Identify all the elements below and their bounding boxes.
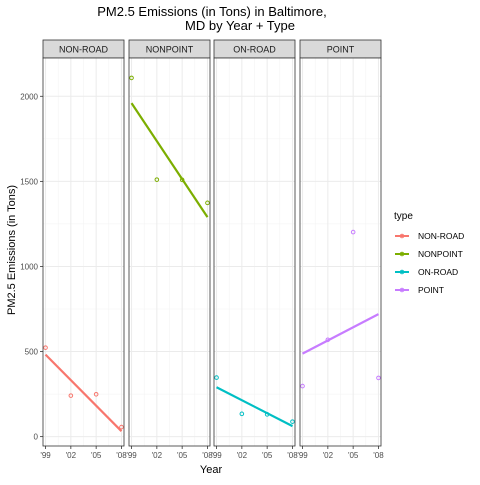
data-point-point-2002 <box>325 337 331 343</box>
y-axis-title: PM2.5 Emissions (in Tons) <box>6 185 18 315</box>
x-tick-label: '99 <box>40 451 51 460</box>
x-axis-title: Year <box>200 464 223 476</box>
y-tick-label: 2000 <box>20 92 38 101</box>
data-point-on-road-2005 <box>264 412 270 417</box>
data-point-nonpoint-2002 <box>154 177 160 182</box>
y-tick-label: 1000 <box>20 262 38 271</box>
x-tick-label: '99 <box>126 451 137 460</box>
data-point-non-road-2008 <box>119 424 124 430</box>
y-tick-label: 1500 <box>20 177 38 186</box>
chart-title-line-1: PM2.5 Emissions (in Tons) in Baltimore, <box>97 4 327 19</box>
legend-label-on-road: ON-ROAD <box>418 267 458 277</box>
x-tick-label: '99 <box>211 451 222 460</box>
x-tick-label: '05 <box>91 451 102 460</box>
legend-title: type <box>394 211 413 222</box>
facet-strip-label-point: POINT <box>327 45 355 55</box>
data-point-on-road-2008 <box>290 419 295 424</box>
x-tick-label: '05 <box>262 451 273 460</box>
data-point-non-road-2005 <box>93 391 99 397</box>
data-point-point-2008 <box>376 375 381 381</box>
y-tick-label: 0 <box>34 433 39 442</box>
data-point-on-road-2002 <box>239 411 245 417</box>
y-tick-label: 500 <box>25 348 39 357</box>
data-point-non-road-1999 <box>43 345 48 350</box>
legend-marker-point <box>399 287 405 293</box>
trend-line-point <box>302 313 379 355</box>
x-tick-label: '02 <box>66 451 77 460</box>
legend-marker-on-road <box>399 269 405 275</box>
trend-line-non-road <box>44 353 123 432</box>
panel-border-non-road <box>42 57 125 447</box>
trend-line-on-road <box>216 386 293 428</box>
chart-title-line-2: MD by Year + Type <box>185 18 295 33</box>
trend-line-nonpoint <box>130 102 209 218</box>
panel-border-point <box>299 57 382 447</box>
x-tick-label: '02 <box>237 451 248 460</box>
data-point-point-1999 <box>300 383 305 389</box>
data-point-on-road-1999 <box>214 375 219 380</box>
x-tick-label: '05 <box>177 451 188 460</box>
data-point-nonpoint-2005 <box>179 177 185 183</box>
legend-label-point: POINT <box>418 285 444 295</box>
x-tick-label: '05 <box>348 451 359 460</box>
data-point-non-road-2002 <box>68 393 74 398</box>
facet-strip-label-non-road: NON-ROAD <box>59 45 108 55</box>
x-tick-label: '08 <box>287 451 298 460</box>
x-tick-label: '02 <box>323 451 334 460</box>
panel-border-nonpoint <box>128 57 211 447</box>
legend-marker-non-road <box>399 233 405 239</box>
x-tick-label: '08 <box>116 451 127 460</box>
x-tick-label: '02 <box>152 451 163 460</box>
panel-border-on-road <box>213 57 296 447</box>
x-tick-label: '08 <box>373 451 384 460</box>
data-point-nonpoint-1999 <box>129 75 134 81</box>
data-point-point-2005 <box>350 229 356 235</box>
data-point-nonpoint-2008 <box>205 200 210 206</box>
x-tick-label: '99 <box>297 451 308 460</box>
legend-label-nonpoint: NONPOINT <box>418 249 463 259</box>
x-tick-label: '08 <box>202 451 213 460</box>
legend-label-non-road: NON-ROAD <box>418 231 464 241</box>
facet-strip-label-on-road: ON-ROAD <box>233 45 276 55</box>
facet-strip-label-nonpoint: NONPOINT <box>146 45 194 55</box>
legend-marker-nonpoint <box>399 251 405 257</box>
